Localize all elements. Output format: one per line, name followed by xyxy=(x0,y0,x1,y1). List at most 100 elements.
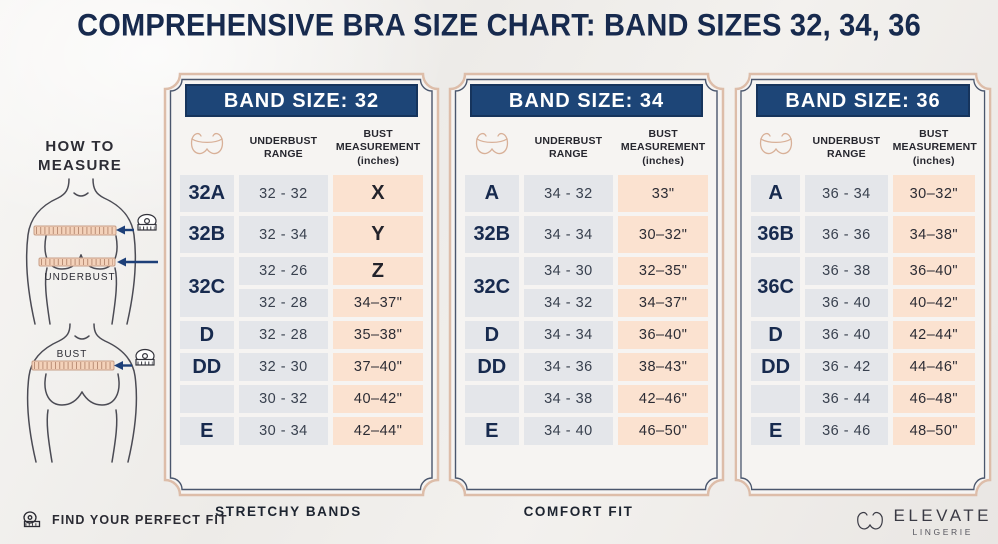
underbust-range-cell: 32 - 28 xyxy=(238,321,329,349)
bust-measurement-cell: 44–46" xyxy=(892,353,975,381)
bra-icon xyxy=(475,132,508,155)
size-row: 36C 36 - 38 36–40" xyxy=(751,257,975,317)
size-row: D 34 - 34 36–40" xyxy=(465,321,708,349)
arrow-to-bust xyxy=(116,225,134,235)
size-row: D 32 - 28 35–38" xyxy=(180,321,423,349)
underbust-range-cell: 36 - 42 xyxy=(805,353,888,381)
size-row: 30 - 32 40–42" xyxy=(180,385,423,413)
size-table-32: UNDERBUST RANGE BUST MEASUREMENT (inches… xyxy=(175,121,428,449)
cup-size-cell: A xyxy=(751,175,801,212)
bust-measurement-cell: 35–38" xyxy=(333,321,423,349)
brand-subtitle: LINGERIE xyxy=(912,526,973,537)
bust-measurement-cell: X xyxy=(333,175,423,212)
bust-measurement-cell: 42–46" xyxy=(618,385,708,413)
band-size-header: BAND SIZE: 32 xyxy=(185,84,418,117)
size-row: DD 32 - 30 37–40" xyxy=(180,353,423,381)
panel-band-32: BAND SIZE: 32 UNDERBUST RANGE BUS xyxy=(163,72,440,497)
find-fit-text: FIND YOUR PERFECT FIT xyxy=(52,513,228,527)
panel-band-36: BAND SIZE: 36 UNDERBUST RANGE BUS xyxy=(734,72,992,497)
bra-icon xyxy=(857,511,884,530)
underbust-range-cell: 30 - 34 xyxy=(238,417,329,445)
band-size-header: BAND SIZE: 34 xyxy=(470,84,703,117)
cup-column-header xyxy=(751,125,800,171)
size-row: 32 - 28 34–37" xyxy=(180,289,423,317)
size-row: DD 34 - 36 38–43" xyxy=(465,353,708,381)
tape-measure-icon xyxy=(135,348,155,366)
bust-measurement-cell: 42–44" xyxy=(892,321,975,349)
underbust-range-cell: 34 - 34 xyxy=(523,216,614,253)
brand-logo: ELEVATE LINGERIE xyxy=(854,506,992,537)
bra-icon xyxy=(759,132,792,155)
bust-tape-band xyxy=(33,225,117,236)
size-row: 32B 32 - 34 Y xyxy=(180,216,423,253)
bust-column-header: BUST MEASUREMENT (inches) xyxy=(335,128,421,167)
underbust-range-cell: 36 - 44 xyxy=(805,385,888,413)
size-row: 36 - 40 40–42" xyxy=(751,289,975,317)
bust-measurement-cell: 48–50" xyxy=(892,417,975,445)
bust-measurement-cell: 46–48" xyxy=(892,385,975,413)
cup-size-cell: 32A xyxy=(180,175,234,212)
bust-measurement-cell: 30–32" xyxy=(892,175,975,212)
size-row: E 36 - 46 48–50" xyxy=(751,417,975,445)
bust-measurement-cell: 37–40" xyxy=(333,353,423,381)
underbust-range-cell: 34 - 32 xyxy=(523,175,614,212)
size-row: DD 36 - 42 44–46" xyxy=(751,353,975,381)
underbust-column-header: UNDERBUST RANGE xyxy=(812,134,881,160)
cup-size-cell: 36C xyxy=(751,257,801,317)
cup-size-cell: D xyxy=(180,321,234,349)
underbust-range-cell: 34 - 40 xyxy=(523,417,614,445)
cup-size-cell: E xyxy=(180,417,234,445)
underbust-range-cell: 36 - 46 xyxy=(805,417,888,445)
bust-measurement-cell: Y xyxy=(333,216,423,253)
cup-size-cell xyxy=(751,385,801,413)
underbust-column-header: UNDERBUST RANGE xyxy=(534,134,603,160)
caption-stretchy-bands: STRETCHY BANDS xyxy=(215,504,362,519)
band-size-header: BAND SIZE: 36 xyxy=(756,84,970,117)
cup-size-cell: A xyxy=(465,175,519,212)
cup-column-header xyxy=(465,125,519,171)
underbust-range-cell: 34 - 36 xyxy=(523,353,614,381)
bust-measurement-cell: 34–37" xyxy=(333,289,423,317)
page-title: COMPREHENSIVE BRA SIZE CHART: BAND SIZES… xyxy=(77,8,921,44)
size-row: A 36 - 34 30–32" xyxy=(751,175,975,212)
cup-size-cell xyxy=(180,385,234,413)
bust-measurement-cell: 38–43" xyxy=(618,353,708,381)
bust-column-header: BUST MEASUREMENT (inches) xyxy=(620,128,706,167)
cup-size-cell: DD xyxy=(465,353,519,381)
underbust-range-cell: 34 - 32 xyxy=(523,289,614,317)
size-row: D 36 - 40 42–44" xyxy=(751,321,975,349)
size-row: A 34 - 32 33" xyxy=(465,175,708,212)
cup-size-cell xyxy=(465,385,519,413)
underbust-range-cell: 36 - 34 xyxy=(805,175,888,212)
cup-size-cell: 32B xyxy=(180,216,234,253)
cup-size-cell: E xyxy=(751,417,801,445)
size-row: 32A 32 - 32 X xyxy=(180,175,423,212)
bust-tape-band xyxy=(31,360,115,371)
underbust-range-cell: 36 - 40 xyxy=(805,289,888,317)
underbust-range-cell: 32 - 30 xyxy=(238,353,329,381)
underbust-range-cell: 32 - 26 xyxy=(238,257,329,285)
underbust-range-cell: 34 - 38 xyxy=(523,385,614,413)
cup-size-cell: 32C xyxy=(180,257,234,317)
size-row: 34 - 32 34–37" xyxy=(465,289,708,317)
find-fit-tagline: FIND YOUR PERFECT FIT xyxy=(22,511,228,529)
bust-measurement-cell: 36–40" xyxy=(618,321,708,349)
underbust-range-cell: 36 - 40 xyxy=(805,321,888,349)
underbust-column-header: UNDERBUST RANGE xyxy=(249,134,318,160)
size-row: 32B 34 - 34 30–32" xyxy=(465,216,708,253)
how-to-measure-heading: HOW TO MEASURE xyxy=(37,138,123,174)
bust-measurement-cell: 40–42" xyxy=(333,385,423,413)
size-row: E 30 - 34 42–44" xyxy=(180,417,423,445)
cup-size-cell: 32B xyxy=(465,216,519,253)
bust-measure-illustration: BUST xyxy=(26,323,155,463)
underbust-range-cell: 34 - 34 xyxy=(523,321,614,349)
caption-comfort-fit: COMFORT FIT xyxy=(523,504,634,519)
cup-size-cell: DD xyxy=(180,353,234,381)
brand-name: ELEVATE xyxy=(893,506,992,525)
underbust-range-cell: 30 - 32 xyxy=(238,385,329,413)
underbust-range-cell: 32 - 32 xyxy=(238,175,329,212)
cup-size-cell: DD xyxy=(751,353,801,381)
bust-measurement-cell: 34–38" xyxy=(892,216,975,253)
panel-band-34: BAND SIZE: 34 UNDERBUST RANGE BUS xyxy=(448,72,725,497)
bust-measurement-cell: 30–32" xyxy=(618,216,708,253)
